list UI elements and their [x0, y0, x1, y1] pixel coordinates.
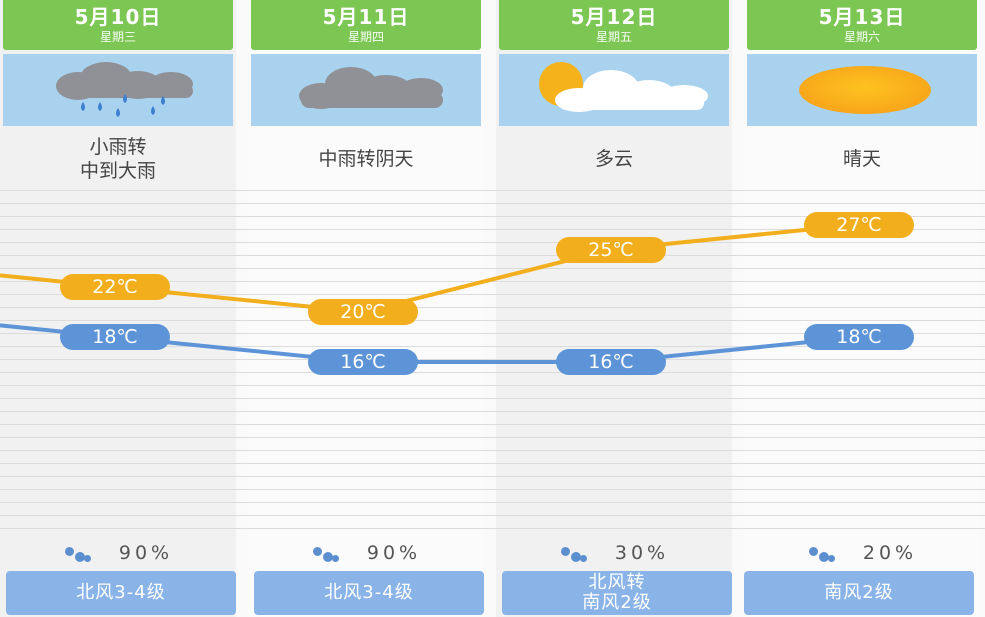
wind-badge: 北风3-4级: [254, 571, 484, 615]
weather-icon-box: [3, 54, 233, 126]
weather-condition: 多云: [594, 148, 633, 170]
low-temperature-label: 16℃: [556, 349, 666, 375]
precipitation: 90%: [248, 540, 484, 566]
precipitation-value: 90%: [366, 542, 422, 564]
date-header: 5月11日 星期四: [251, 0, 481, 50]
weather-icon-box: [251, 54, 481, 126]
wind-badge: 南风2级: [744, 571, 974, 615]
weather-condition: 晴天: [842, 148, 881, 170]
precipitation-value: 20%: [862, 542, 918, 564]
cloud-icon: [299, 67, 443, 109]
high-temperature-label: 20℃: [308, 299, 418, 325]
high-temperature-label: 22℃: [60, 274, 170, 300]
partly-cloudy-icon: [539, 62, 708, 112]
weekday-label: 星期四: [347, 30, 384, 44]
precipitation-value: 30%: [614, 542, 670, 564]
wind-badge: 北风3-4级: [6, 571, 236, 615]
low-temperature-label: 18℃: [60, 324, 170, 350]
precipitation: 20%: [744, 540, 980, 566]
weekday-label: 星期五: [595, 30, 632, 44]
weather-condition: 中雨转阴天: [318, 148, 414, 170]
date-header: 5月12日 星期五: [499, 0, 729, 50]
date-label: 5月10日: [74, 5, 162, 29]
date-header: 5月13日 星期六: [747, 0, 977, 50]
wind-badge: 北风转 南风2级: [502, 571, 732, 615]
sun-icon: [799, 66, 931, 114]
rain-cloud-icon: [56, 62, 193, 117]
weather-icon-box: [499, 54, 729, 126]
raindrops-icon: [63, 543, 93, 563]
date-header: 5月10日 星期三: [3, 0, 233, 50]
weather-icon-box: [747, 54, 977, 126]
date-label: 5月11日: [322, 5, 410, 29]
weather-condition: 小雨转 中到大雨: [79, 136, 156, 182]
raindrops-icon: [807, 543, 837, 563]
precipitation-value: 90%: [118, 542, 174, 564]
low-temperature-label: 16℃: [308, 349, 418, 375]
low-temperature-label: 18℃: [804, 324, 914, 350]
raindrops-icon: [559, 543, 589, 563]
weekday-label: 星期三: [99, 30, 136, 44]
weekday-label: 星期六: [843, 30, 880, 44]
high-temperature-label: 25℃: [556, 236, 666, 263]
date-label: 5月12日: [570, 5, 658, 29]
precipitation: 30%: [496, 540, 732, 566]
date-label: 5月13日: [818, 5, 906, 29]
high-temperature-label: 27℃: [804, 211, 914, 238]
raindrops-icon: [311, 543, 341, 563]
precipitation: 90%: [0, 540, 236, 566]
